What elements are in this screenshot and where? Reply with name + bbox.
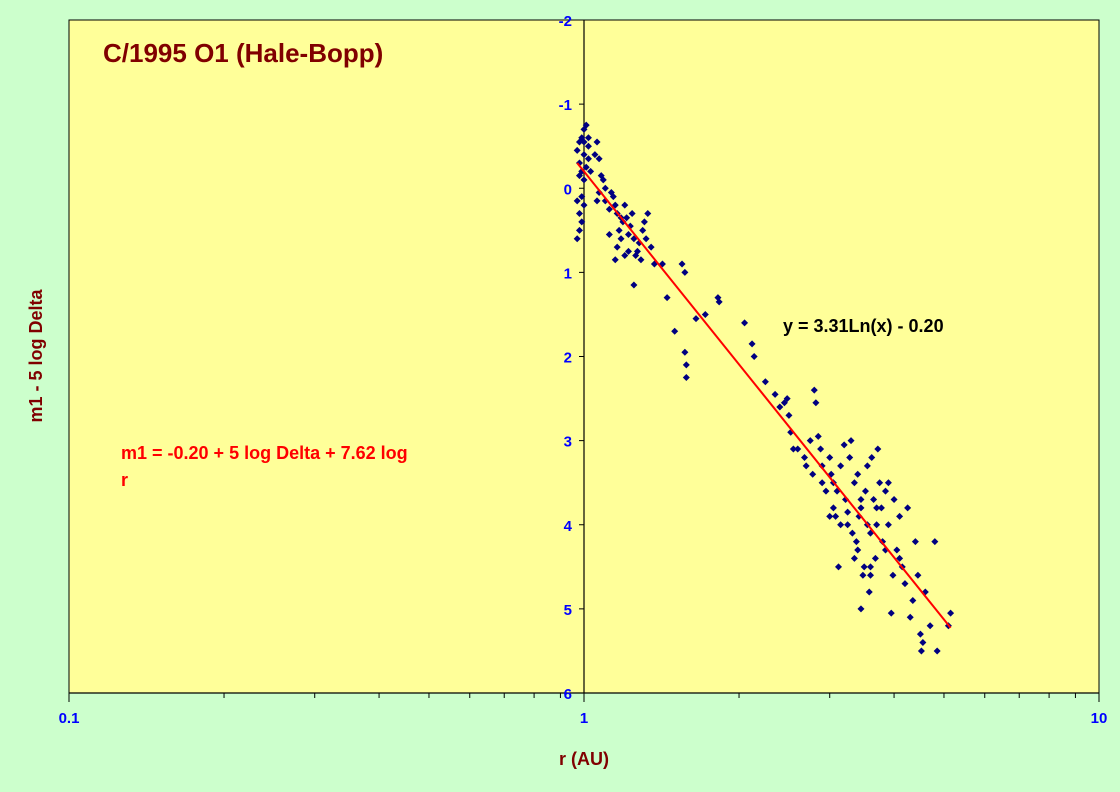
x-tick-label: 0.1 bbox=[59, 710, 80, 727]
y-tick-label: 1 bbox=[564, 265, 572, 282]
y-tick-label: 2 bbox=[564, 350, 572, 367]
trendline-equation: y = 3.31Ln(x) - 0.20 bbox=[783, 316, 944, 336]
x-tick-labels: 0.1 1 10 bbox=[59, 710, 1108, 727]
x-ticks bbox=[69, 693, 1099, 702]
y-tick-label: 6 bbox=[564, 686, 572, 703]
formula-annotation-line-1: m1 = -0.20 + 5 log Delta + 7.62 log bbox=[121, 443, 408, 463]
x-tick-label: 1 bbox=[580, 710, 588, 727]
y-tick-label: 0 bbox=[564, 181, 572, 198]
y-tick-label: -1 bbox=[559, 97, 572, 114]
y-axis-title: m1 - 5 log Delta bbox=[26, 288, 46, 422]
y-tick-label: -2 bbox=[559, 13, 572, 30]
y-tick-label: 3 bbox=[564, 434, 572, 451]
x-tick-label: 10 bbox=[1091, 710, 1108, 727]
y-tick-label: 4 bbox=[564, 518, 573, 535]
scatter-chart: 0.1 1 10 -2 -1 0 1 2 3 4 5 6 C/1995 O1 (Hale-Bopp)… bbox=[0, 0, 1120, 792]
chart-title: C/1995 O1 (Hale-Bopp) bbox=[103, 38, 383, 68]
y-tick-label: 5 bbox=[564, 602, 572, 619]
x-axis-title: r (AU) bbox=[559, 749, 609, 769]
formula-annotation-line-2: r bbox=[121, 470, 128, 490]
